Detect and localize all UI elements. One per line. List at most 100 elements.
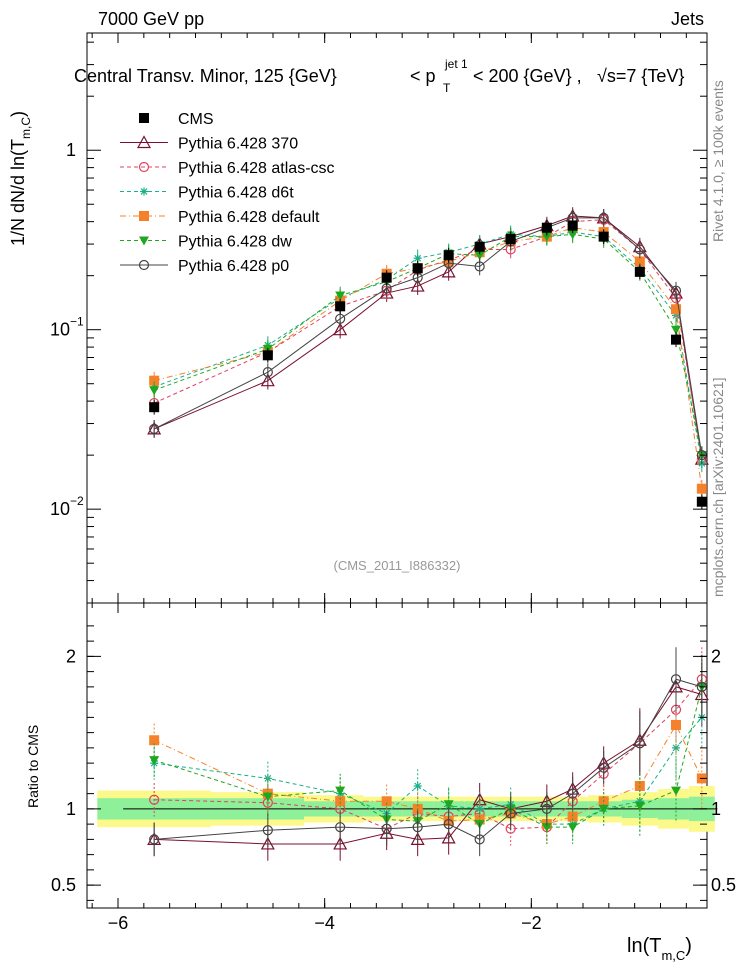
series-5-main-point [335, 313, 346, 324]
plot-title-rest: < 200 {GeV} , [473, 66, 582, 86]
legend-label: Pythia 6.428 dw [178, 234, 292, 251]
cms-data-point [634, 266, 645, 277]
plot-title-sqrt: √s=7 {TeV} [597, 66, 684, 86]
main-plot-series [147, 207, 709, 510]
series-5-ratio-point [149, 834, 160, 845]
series-3-main-point [149, 375, 160, 386]
series-4-main-point [335, 291, 346, 301]
legend-label: Pythia 6.428 d6t [178, 185, 294, 202]
plot-title-pt-sub: T [443, 81, 451, 95]
x-axis-label: ln(Tm,C) [627, 935, 692, 963]
series-5-ratio-point [474, 834, 485, 845]
ratio-y-axis-label: Ratio to CMS [25, 725, 41, 808]
svg-text:ln(Tm,C): ln(Tm,C) [627, 935, 692, 963]
y-ratio-tick-label-right: 2 [711, 646, 721, 666]
series-5-main-point [634, 244, 645, 255]
series-4-main-point [671, 325, 681, 335]
legend-marker [136, 135, 152, 149]
series-3-ratio-point [335, 796, 346, 807]
series-5-ratio-point [335, 822, 346, 833]
series-2-main-line [153, 231, 703, 464]
series-3-ratio-point [381, 796, 392, 807]
series-0-main-point [333, 322, 348, 336]
legend-marker [139, 211, 149, 221]
legend-label: Pythia 6.428 default [178, 209, 320, 226]
y-main-tick-exponent: −1 [70, 315, 84, 329]
series-5-ratio-point [670, 674, 682, 685]
series-2-ratio-point [413, 782, 422, 790]
y-ratio-tick-label: 1 [66, 799, 76, 819]
series-4-ratio-point [671, 786, 681, 796]
series-0-main-point [260, 373, 275, 387]
series-0-ratio-point [441, 830, 456, 844]
y-ratio-tick-label-right: 1 [711, 799, 721, 819]
series-0-ratio-point [260, 836, 275, 850]
x-tick-label: −6 [108, 913, 129, 933]
cms-data-point [149, 402, 160, 413]
series-5-ratio-point [412, 822, 423, 833]
ratio-plot-series [147, 647, 709, 861]
series-5-main-point [474, 261, 485, 272]
series-1-ratio-line [154, 678, 703, 830]
series-5-ratio-line [154, 678, 702, 840]
series-0-main-line [153, 215, 703, 460]
y-main-tick-label: 10 [50, 499, 70, 519]
x-tick-label: −4 [314, 913, 335, 933]
header-left: 7000 GeV pp [98, 9, 204, 29]
series-1-ratio-point [149, 794, 160, 805]
series-4-main-line [153, 233, 703, 456]
y-main-tick-label: 1 [66, 140, 76, 160]
legend-marker [138, 161, 150, 173]
series-3-main-line [154, 227, 703, 489]
main-y-axis-label: 1/N dN/d ln(Tm,C) [8, 111, 33, 246]
cms-data-point [505, 234, 516, 245]
series-5-main-line [153, 217, 703, 456]
series-1-main-line [153, 219, 703, 460]
cms-data-point [381, 272, 392, 283]
series-4-ratio-point [634, 801, 645, 811]
series-5-ratio-point [541, 803, 552, 814]
plot-title-main: Central Transv. Minor, 125 {GeV} [74, 66, 337, 86]
side-label-mcplots: mcplots.cern.ch [arXiv:2401.10621] [710, 378, 726, 597]
series-0-ratio-point [410, 832, 425, 845]
cms-data-point [598, 231, 609, 242]
x-tick-label: −2 [521, 913, 542, 933]
series-4-main-point [474, 251, 485, 261]
series-3-ratio-point [149, 735, 160, 746]
series-5-ratio-point [598, 762, 609, 773]
series-2-ratio-line [154, 717, 703, 825]
plot-title-pt: < p [410, 66, 436, 86]
legend-marker [138, 259, 150, 271]
series-3-ratio-point [567, 811, 578, 822]
series-4-ratio-point [443, 800, 454, 810]
legend-label: Pythia 6.428 atlas-csc [178, 160, 335, 177]
series-2-ratio-point [635, 797, 644, 806]
plot-title-pt-sup: jet 1 [444, 57, 468, 71]
header-right: Jets [671, 9, 704, 29]
legend-label: Pythia 6.428 370 [178, 136, 298, 153]
series-5-ratio-point [505, 808, 516, 819]
side-label-rivet: Rivet 4.1.0, ≥ 100k events [710, 80, 726, 242]
cms-data-point [541, 222, 552, 233]
cms-data-point [335, 301, 346, 312]
series-2-ratio-point [672, 743, 680, 752]
legend-marker [139, 113, 149, 123]
y-main-tick-label: 10 [50, 320, 70, 340]
series-4-ratio-line [154, 686, 703, 828]
series-3-ratio-point [671, 720, 681, 730]
series-4-ratio-point [598, 804, 609, 814]
legend-label: CMS [178, 111, 214, 128]
y-ratio-tick-label: 2 [66, 646, 76, 666]
analysis-watermark: (CMS_2011_I886332) [334, 558, 461, 573]
series-4-ratio-point [262, 792, 273, 802]
cms-data-point [671, 334, 681, 345]
series-3-main-point [671, 304, 681, 315]
y-main-tick-exponent: −2 [70, 494, 84, 508]
series-5-ratio-point [634, 738, 645, 749]
series-3-main-point [696, 483, 707, 494]
series-0-main-point [410, 278, 425, 292]
series-5-main-point [670, 285, 682, 296]
legend-marker [139, 236, 149, 246]
series-4-main-point [149, 386, 160, 396]
